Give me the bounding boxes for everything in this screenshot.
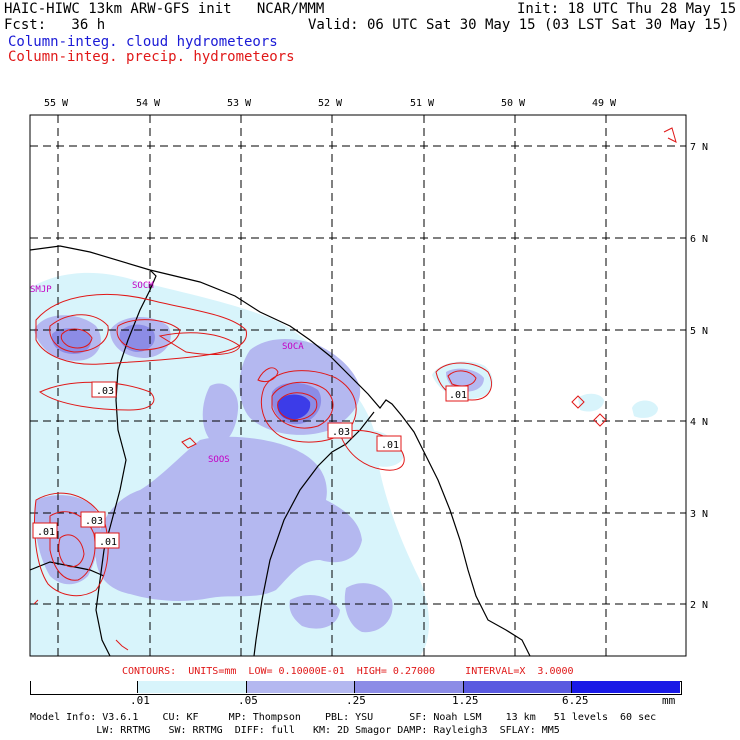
stations: SMJP SOCM SOCA SOOS bbox=[30, 281, 304, 465]
contour-label-box: .03 bbox=[91, 381, 117, 398]
model-info-line-2: LW: RRTMG SW: RRTMG DIFF: full KM: 2D Sm… bbox=[30, 725, 560, 736]
colorbar-label: 1.25 bbox=[452, 694, 479, 707]
contour-info: CONTOURS: UNITS=mm LOW= 0.10000E-01 HIGH… bbox=[122, 666, 574, 677]
lat-label: 2 N bbox=[690, 600, 708, 611]
lat-label: 6 N bbox=[690, 234, 708, 245]
init-time: Init: 18 UTC Thu 28 May 15 bbox=[517, 1, 737, 17]
lon-label: 53 W bbox=[227, 98, 252, 109]
contour-label: .01 bbox=[381, 440, 399, 451]
lat-label: 3 N bbox=[690, 509, 708, 520]
lon-label: 50 W bbox=[501, 98, 526, 109]
field-cloud-legend: Column-integ. cloud hydrometeors bbox=[8, 34, 278, 50]
lat-label: 5 N bbox=[690, 326, 708, 337]
station-smjp: SMJP bbox=[30, 285, 52, 295]
forecast-hour: Fcst: 36 h bbox=[4, 17, 106, 33]
lon-label: 54 W bbox=[136, 98, 161, 109]
contour-label-box: .03 bbox=[327, 422, 353, 439]
lon-label: 49 W bbox=[592, 98, 617, 109]
lon-label: 55 W bbox=[44, 98, 69, 109]
colorbar-units: mm bbox=[662, 694, 676, 707]
lat-lon-grid bbox=[30, 115, 686, 656]
station-soca: SOCA bbox=[282, 342, 304, 352]
contour-label: .01 bbox=[37, 527, 55, 538]
contour-label-box: .01 bbox=[32, 522, 58, 539]
field-precip-legend: Column-integ. precip. hydrometeors bbox=[8, 49, 295, 65]
coastline bbox=[30, 245, 531, 656]
lon-label: 51 W bbox=[410, 98, 435, 109]
colorbar-label: .25 bbox=[346, 694, 366, 707]
model-title: HAIC-HIWC 13km ARW-GFS init NCAR/MMM bbox=[4, 1, 325, 17]
precip-contours bbox=[33, 127, 677, 651]
cloud-fill-dark bbox=[277, 394, 311, 420]
model-info-line-1: Model Info: V3.6.1 CU: KF MP: Thompson P… bbox=[30, 712, 657, 723]
valid-time: Valid: 06 UTC Sat 30 May 15 (03 LST Sat … bbox=[308, 17, 730, 33]
lat-label: 7 N bbox=[690, 142, 708, 153]
contour-label-box: .01 bbox=[445, 385, 469, 402]
contour-label-box: .01 bbox=[94, 532, 120, 549]
contour-label-box: .03 bbox=[80, 511, 106, 528]
colorbar-bin-4 bbox=[355, 681, 464, 693]
colorbar-label: .05 bbox=[238, 694, 258, 707]
contour-label: .03 bbox=[96, 386, 114, 397]
colorbar-bin-6 bbox=[572, 681, 680, 693]
lon-label: 52 W bbox=[318, 98, 343, 109]
contour-label: .03 bbox=[332, 427, 350, 438]
colorbar-label: .01 bbox=[130, 694, 150, 707]
colorbar-bin-3 bbox=[247, 681, 355, 693]
colorbar-label: 6.25 bbox=[562, 694, 589, 707]
contour-label-box: .01 bbox=[376, 435, 402, 452]
colorbar-bin-2 bbox=[138, 681, 247, 693]
contour-label: .01 bbox=[449, 390, 467, 401]
station-soos: SOOS bbox=[208, 455, 230, 465]
colorbar-bin-1 bbox=[31, 681, 138, 693]
station-socm: SOCM bbox=[132, 281, 154, 291]
contour-label: .03 bbox=[85, 516, 103, 527]
contour-label: .01 bbox=[99, 537, 117, 548]
lon-axis: 55 W 54 W 53 W 52 W 51 W 50 W 49 W bbox=[44, 98, 617, 109]
map-frame bbox=[29, 114, 687, 657]
contour-labels: .03 .01 .03 .01 .03 .01 .01 bbox=[32, 381, 469, 549]
lat-label: 4 N bbox=[690, 417, 708, 428]
colorbar-bin-5 bbox=[464, 681, 572, 693]
lat-axis: 7 N 6 N 5 N 4 N 3 N 2 N bbox=[690, 142, 708, 611]
